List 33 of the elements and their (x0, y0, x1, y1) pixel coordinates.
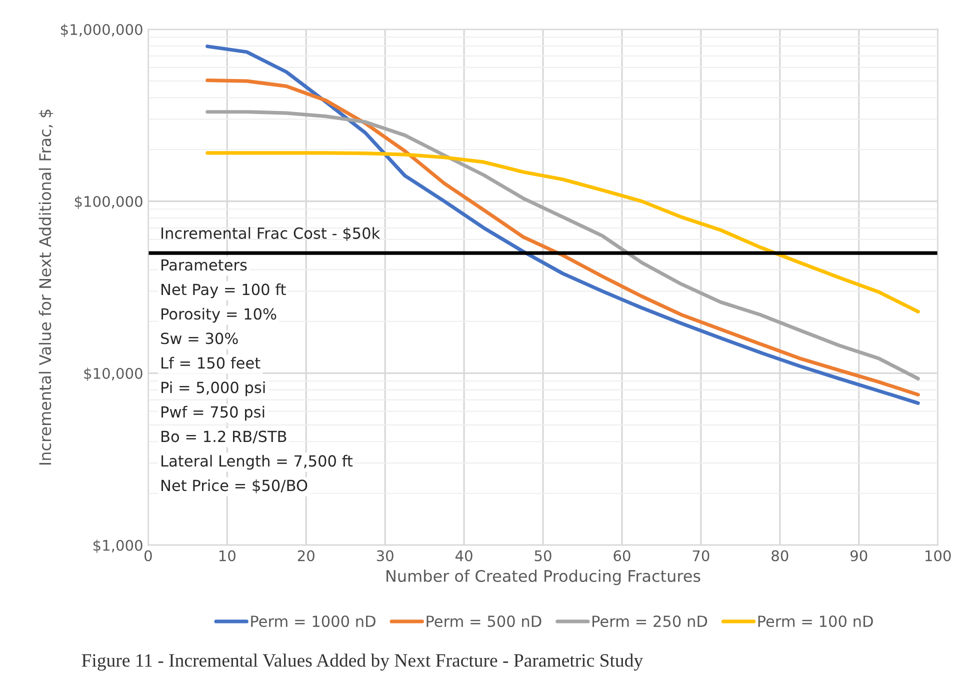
legend-label: Perm = 500 nD (426, 615, 542, 628)
x-tick-label: 40 (455, 550, 472, 562)
legend-label: Perm = 100 nD (758, 615, 873, 628)
annotation: Lateral Length = 7,500 ft (162, 454, 353, 470)
annotation: Pwf = 750 psi (162, 406, 264, 421)
annotation: Pi = 5,000 psi (162, 381, 265, 396)
y-tick-label: $1,000,000 (61, 24, 142, 37)
annotation: Sw = 30% (161, 332, 238, 344)
x-tick-label: 0 (144, 550, 152, 562)
y-tick-label: $100,000 (74, 196, 142, 209)
annotation: Porosity = 10% (162, 308, 276, 323)
ref-line-label: Incremental Frac Cost - $50k (162, 227, 380, 241)
x-tick-label: 100 (926, 550, 951, 562)
annotation: Parameters (162, 259, 247, 271)
x-tick-label: 30 (376, 550, 394, 562)
x-tick-label: 50 (534, 550, 552, 562)
legend-label: Perm = 1000 nD (251, 615, 376, 628)
x-tick-label: 60 (614, 550, 630, 562)
annotation: Net Pay = 100 ft (162, 283, 286, 298)
annotation: Net Price = $50/BO (162, 479, 308, 494)
y-tick-label: $1,000 (94, 540, 142, 553)
x-tick-label: 80 (772, 550, 788, 562)
annotation: Bo = 1.2 RB/STB (162, 430, 286, 444)
caption: Figure 11 - Incremental Values Added by Next Fracture - Parametric Study (82, 654, 644, 671)
y-axis-title: Incremental Value for Next Additional Frac, $ (38, 110, 54, 465)
x-tick-label: 70 (692, 550, 710, 562)
x-tick-label: 10 (219, 550, 236, 562)
legend-label: Perm = 250 nD (592, 615, 708, 628)
annotation: Lf = 150 feet (162, 356, 260, 369)
x-tick-label: 90 (850, 550, 868, 562)
y-tick-label: $10,000 (84, 368, 142, 381)
x-axis-title: Number of Created Producing Fractures (386, 570, 700, 586)
x-tick-label: 20 (298, 550, 314, 562)
